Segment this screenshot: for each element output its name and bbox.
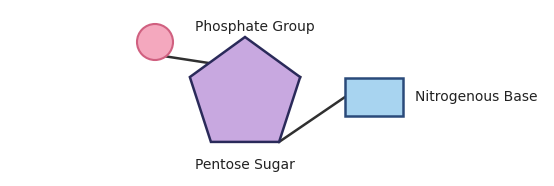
Circle shape: [137, 24, 173, 60]
Bar: [345, 78, 403, 116]
Text: Nitrogenous Base: Nitrogenous Base: [415, 90, 537, 104]
Text: Pentose Sugar: Pentose Sugar: [195, 158, 295, 172]
Text: Phosphate Group: Phosphate Group: [195, 20, 315, 34]
Polygon shape: [190, 37, 300, 142]
